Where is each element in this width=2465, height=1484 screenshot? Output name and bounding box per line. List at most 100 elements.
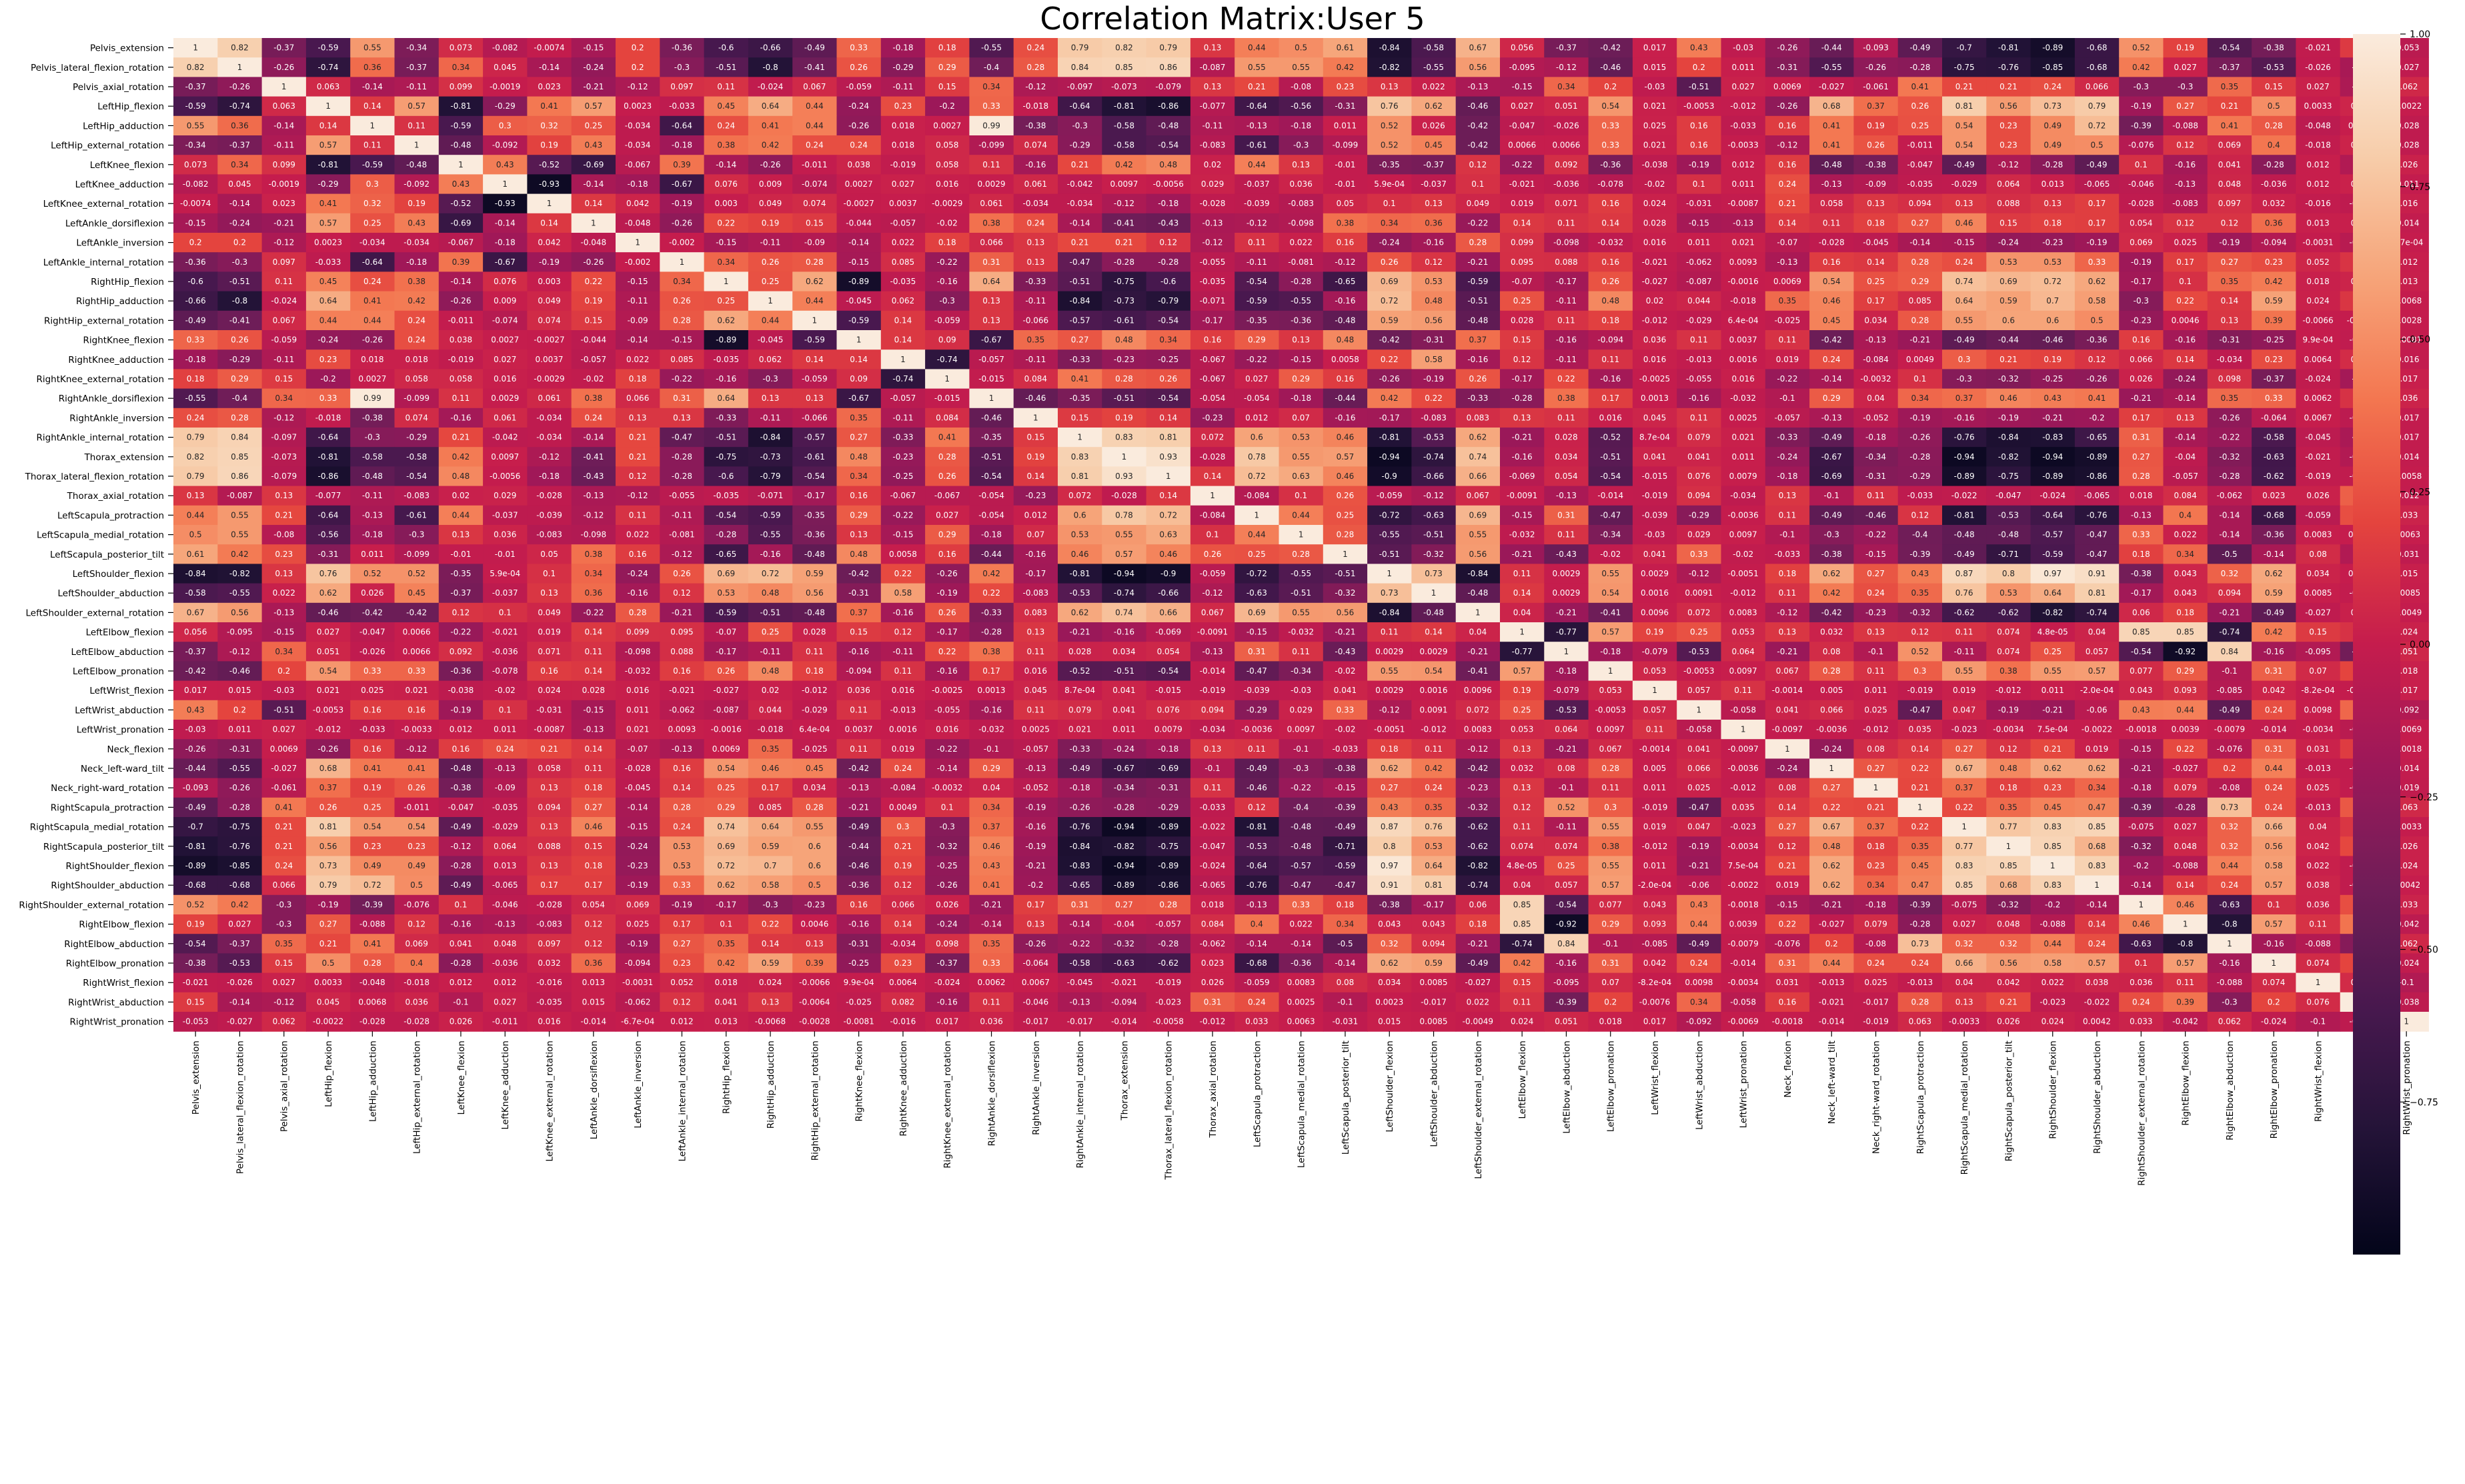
- heatmap-cell-value: 0.0058: [1331, 355, 1359, 364]
- heatmap-cell-value: 0.0029: [1552, 569, 1580, 578]
- heatmap-cell-value: 0.48: [762, 666, 780, 676]
- heatmap-cell: [1721, 57, 1766, 77]
- heatmap-cell-value: 0.051: [317, 647, 339, 656]
- heatmap-cell-value: 0.14: [762, 939, 780, 948]
- heatmap-cell-value: 0.27: [2221, 257, 2239, 267]
- heatmap-cell: [2252, 77, 2296, 97]
- heatmap-cell: [1809, 77, 1854, 97]
- heatmap-cell-value: -0.59: [848, 315, 869, 325]
- heatmap-cell-value: -0.15: [628, 277, 648, 286]
- heatmap-cell-value: 0.026: [936, 900, 958, 909]
- heatmap-cell-value: 0.11: [850, 705, 868, 714]
- heatmap-cell-value: 0.38: [584, 394, 602, 403]
- heatmap-cell-value: 0.022: [273, 588, 295, 598]
- heatmap-cell-value: 0.54: [1425, 666, 1443, 676]
- heatmap-cell-value: -0.18: [539, 472, 560, 481]
- heatmap-cell-value: -0.42: [185, 666, 206, 676]
- heatmap-cell-value: 0.85: [1115, 63, 1133, 72]
- heatmap-cell-value: 0.08: [2309, 550, 2327, 559]
- heatmap-cell-value: 0.37: [1955, 783, 1973, 792]
- heatmap-cell-value: -0.46: [1247, 783, 1267, 792]
- heatmap-cell-value: -0.3: [2134, 296, 2149, 305]
- heatmap-cell-value: -0.38: [450, 783, 471, 792]
- heatmap-cell-value: 0.034: [2306, 569, 2329, 578]
- heatmap-cell-value: 0.11: [850, 744, 868, 754]
- heatmap-cell-value: -0.16: [716, 374, 736, 384]
- heatmap-cell-value: -0.035: [713, 491, 739, 500]
- heatmap-cell-value: 0.47: [1911, 880, 1929, 890]
- heatmap-cell-value: 0.28: [2265, 121, 2283, 130]
- heatmap-cell-value: 0.43: [496, 160, 514, 169]
- heatmap-cell: [2030, 115, 2076, 136]
- heatmap-cell-value: 0.3: [1958, 355, 1971, 364]
- heatmap-cell-value: 0.044: [1687, 296, 1710, 305]
- heatmap-cell-value: -0.045: [846, 296, 872, 305]
- heatmap-cell-value: 0.034: [1112, 647, 1135, 656]
- heatmap-cell-value: -0.35: [1070, 394, 1090, 403]
- heatmap-cell-value: 0.17: [982, 666, 1000, 676]
- heatmap-cell-value: -0.79: [1158, 296, 1178, 305]
- heatmap-cell-value: 0.35: [982, 939, 1000, 948]
- heatmap-cell: [1146, 38, 1191, 58]
- heatmap-cell: [1190, 57, 1235, 77]
- heatmap-cell-value: 0.16: [850, 491, 868, 500]
- heatmap-cell-value: 0.24: [407, 315, 426, 325]
- heatmap-cell-value: 0.034: [1555, 452, 1577, 462]
- heatmap-cell-value: -0.13: [495, 764, 516, 773]
- heatmap-cell-value: 0.22: [938, 647, 956, 656]
- heatmap-cell-value: 0.0029: [1420, 647, 1448, 656]
- heatmap-cell-value: -0.74: [1512, 939, 1533, 948]
- heatmap-cell-value: -0.011: [403, 802, 430, 812]
- heatmap-cell-value: 0.35: [1425, 802, 1443, 812]
- heatmap-cell-value: -0.075: [2128, 822, 2154, 832]
- heatmap-cell-value: -0.25: [2042, 374, 2063, 384]
- heatmap-cell-value: 0.46: [982, 842, 1000, 851]
- heatmap-cell-value: -0.21: [2042, 413, 2063, 422]
- heatmap-cell-value: 0.09: [938, 335, 956, 345]
- heatmap-cell-value: 0.067: [1776, 666, 1799, 676]
- heatmap-cell: [660, 155, 705, 175]
- heatmap-cell-value: -0.41: [583, 452, 604, 462]
- heatmap-cell-value: 0.35: [717, 939, 735, 948]
- heatmap-cell: [1190, 77, 1235, 97]
- heatmap-cell-value: 0.027: [228, 920, 251, 929]
- heatmap-cell-value: 0.016: [936, 179, 958, 189]
- heatmap-cell-value: 0.061: [1024, 179, 1047, 189]
- heatmap-cell-value: 0.47: [2088, 802, 2106, 812]
- heatmap-cell-value: 0.028: [803, 628, 826, 637]
- heatmap-cell-value: 0.012: [2306, 160, 2329, 169]
- heatmap-cell-value: -0.28: [2264, 160, 2284, 169]
- heatmap-cell-value: -0.47: [1291, 880, 1311, 890]
- heatmap-cell: [792, 96, 838, 117]
- heatmap-cell-value: -0.3: [1956, 374, 1971, 384]
- heatmap-cell-value: 0.14: [1513, 588, 1531, 598]
- heatmap-cell-value: -0.23: [1467, 783, 1488, 792]
- heatmap-cell-value: -0.42: [1600, 43, 1621, 53]
- heatmap-cell-value: -0.11: [1556, 355, 1577, 364]
- heatmap-cell: [1632, 57, 1677, 77]
- heatmap-cell-value: -0.44: [848, 842, 869, 851]
- heatmap-cell: [2119, 38, 2164, 58]
- heatmap-cell-value: -0.18: [495, 238, 516, 247]
- heatmap-cell-value: 0.57: [319, 218, 337, 227]
- heatmap-cell-value: -0.54: [1158, 315, 1178, 325]
- heatmap-cell-value: -0.012: [1730, 588, 1756, 598]
- heatmap-cell-value: -0.19: [2131, 101, 2152, 111]
- heatmap-cell: [1102, 96, 1147, 117]
- heatmap-cell-value: -0.64: [2042, 510, 2063, 520]
- heatmap-cell-value: 0.56: [231, 608, 249, 617]
- heatmap-cell: [1500, 96, 1545, 117]
- heatmap-cell-value: 0.31: [2132, 433, 2150, 442]
- heatmap-cell: [2030, 57, 2076, 77]
- heatmap-cell-value: 0.025: [1643, 121, 1666, 130]
- heatmap-cell-value: 0.34: [231, 160, 249, 169]
- heatmap-cell-value: -0.49: [1821, 510, 1842, 520]
- heatmap-cell-value: -0.078: [1597, 179, 1623, 189]
- heatmap-cell-value: -0.18: [1158, 199, 1178, 208]
- heatmap-cell-value: -0.59: [1247, 296, 1267, 305]
- heatmap-cell-value: -0.24: [848, 101, 869, 111]
- heatmap-cell-value: 1: [1785, 744, 1790, 754]
- heatmap-cell-value: 0.011: [1643, 783, 1666, 792]
- heatmap-cell-value: 0.042: [626, 199, 649, 208]
- heatmap-cell-value: 1: [989, 394, 994, 403]
